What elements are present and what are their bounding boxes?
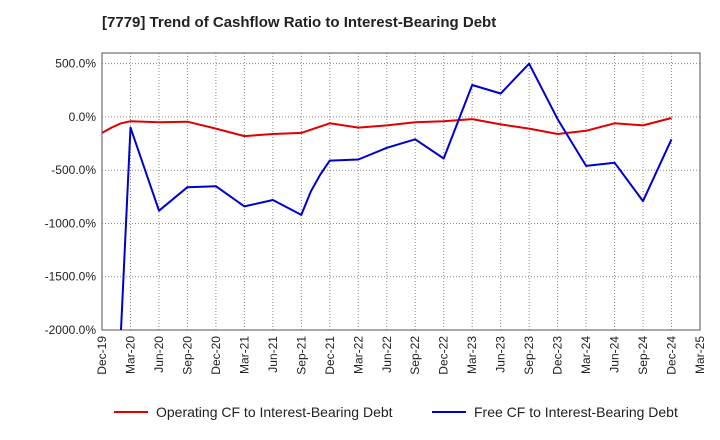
- x-tick-label: Jun-21: [266, 336, 280, 373]
- x-tick-label: Jun-22: [380, 336, 394, 373]
- x-tick-label: Sep-22: [408, 336, 422, 375]
- x-tick-label: Mar-25: [693, 336, 707, 374]
- x-tick-label: Jun-23: [494, 336, 508, 373]
- x-tick-label: Mar-21: [237, 336, 251, 374]
- legend-item-operating-cf: Operating CF to Interest-Bearing Debt: [114, 404, 393, 420]
- x-tick-label: Sep-23: [522, 336, 536, 375]
- x-tick-label: Dec-20: [209, 336, 223, 375]
- x-tick-label: Mar-20: [123, 336, 137, 374]
- y-tick-layer: 500.0% 0.0% -500.0% -1000.0% -1500.0% -2000.0…: [45, 57, 97, 337]
- plot-frame: [101, 52, 701, 331]
- x-tick-label: Mar-24: [579, 336, 593, 374]
- legend-item-free-cf: Free CF to Interest-Bearing Debt: [432, 404, 678, 420]
- chart-title: [7779] Trend of Cashflow Ratio to Intere…: [102, 14, 497, 31]
- series-layer: [101, 62, 673, 331]
- series-line-free-cf: [120, 62, 673, 331]
- y-tick-label: -1000.0%: [45, 216, 97, 230]
- x-tick-label: Sep-24: [636, 336, 650, 375]
- legend-swatch-free-cf: [432, 411, 466, 413]
- grid-layer: [101, 53, 701, 331]
- x-tick-label: Dec-22: [437, 336, 451, 375]
- x-tick-label: Dec-23: [551, 336, 565, 375]
- series-line-operating-cf: [101, 117, 672, 138]
- x-tick-label: Mar-22: [351, 336, 365, 374]
- y-tick-label: -500.0%: [51, 163, 96, 177]
- legend-label-operating-cf: Operating CF to Interest-Bearing Debt: [156, 404, 393, 420]
- x-tick-label: Dec-21: [323, 336, 337, 375]
- x-tick-label: Jun-20: [152, 336, 166, 373]
- x-tick-label: Dec-19: [95, 336, 109, 375]
- y-tick-label: -2000.0%: [45, 323, 97, 337]
- x-tick-label: Sep-20: [180, 336, 194, 375]
- y-tick-label: 0.0%: [69, 110, 97, 124]
- legend-swatch-operating-cf: [114, 411, 148, 413]
- x-tick-label: Jun-24: [608, 336, 622, 373]
- y-tick-label: -1500.0%: [45, 270, 97, 284]
- y-tick-label: 500.0%: [55, 57, 96, 71]
- x-tick-label: Mar-23: [465, 336, 479, 374]
- legend: Operating CF to Interest-Bearing Debt Fr…: [0, 404, 720, 426]
- legend-label-free-cf: Free CF to Interest-Bearing Debt: [474, 404, 678, 420]
- x-tick-layer: Dec-19 Mar-20 Jun-20 Sep-20 Dec-20 Mar-21 Jun-…: [95, 336, 707, 375]
- x-tick-label: Sep-21: [294, 336, 308, 375]
- x-tick-label: Dec-24: [665, 336, 679, 375]
